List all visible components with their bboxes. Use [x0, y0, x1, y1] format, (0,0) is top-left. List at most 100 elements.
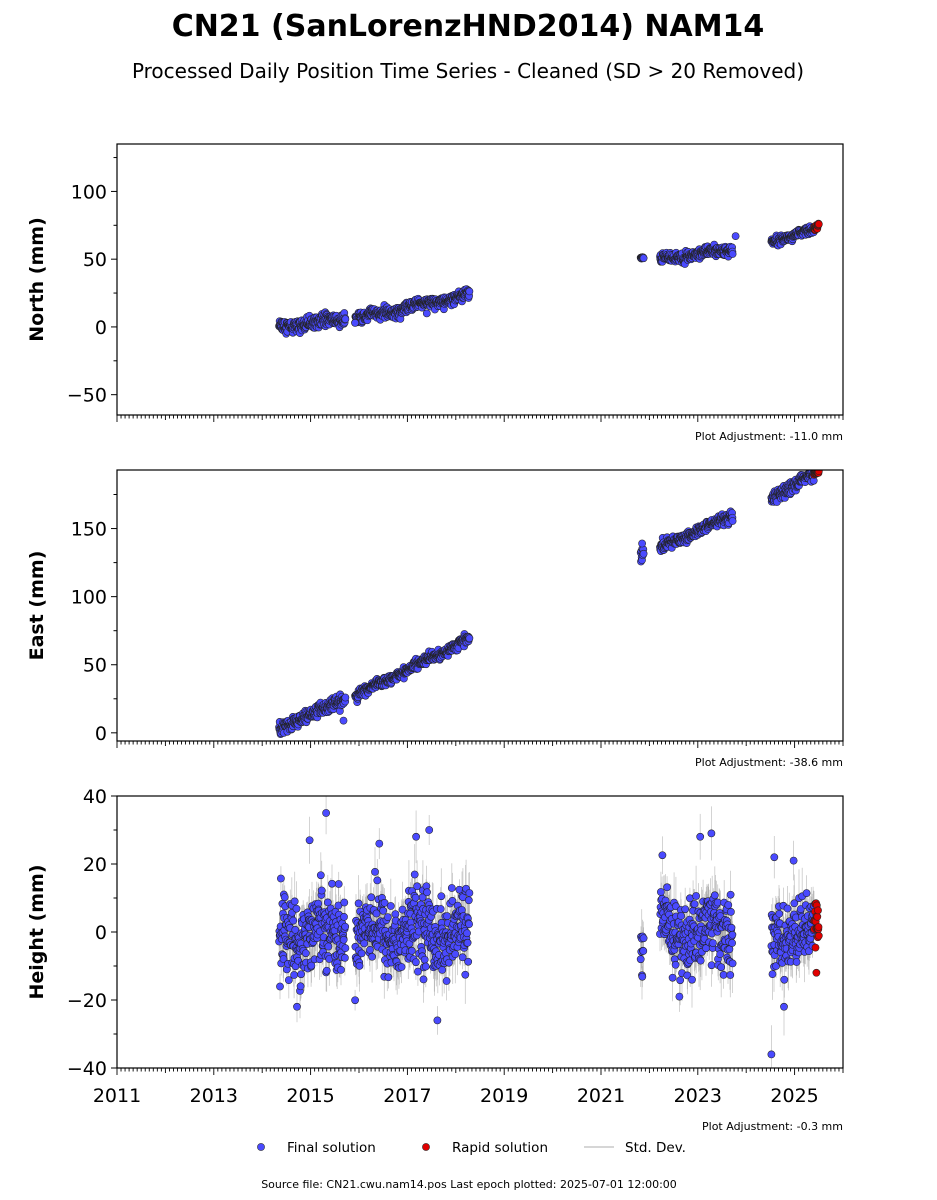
rapid-point: [811, 943, 820, 952]
final-point: [802, 889, 811, 897]
final-point: [447, 884, 456, 892]
final-point: [323, 898, 332, 907]
final-point: [719, 971, 728, 979]
final-point: [391, 910, 400, 918]
final-point: [414, 967, 422, 976]
panels: −50 0 50 100 North (mm) Plot Adjustment: -11.…: [26, 143, 844, 1133]
final-point: [463, 938, 472, 947]
final-point: [438, 966, 447, 974]
final-point: [368, 952, 376, 961]
final-point: [341, 315, 350, 323]
final-point: [707, 961, 716, 970]
y-tick-label: 0: [95, 317, 107, 339]
final-point: [421, 962, 430, 971]
final-point: [639, 947, 648, 955]
final-point: [373, 876, 382, 885]
final-point: [780, 1002, 788, 1011]
final-point: [671, 960, 680, 969]
final-point: [727, 908, 735, 916]
final-point: [451, 950, 460, 958]
final-point: [461, 970, 470, 979]
final-point: [770, 853, 779, 862]
final-point: [783, 904, 792, 913]
final-point: [339, 935, 348, 944]
final-point: [768, 970, 777, 978]
final-point: [677, 912, 685, 920]
y-tick-label: 0: [95, 922, 107, 944]
rapid-point: [813, 912, 822, 921]
panel-2: 0 50 100 150 East (mm) Plot Adjustment: -38.6…: [26, 469, 844, 769]
final-point: [423, 888, 431, 897]
final-point: [465, 634, 474, 643]
final-point: [367, 893, 376, 902]
final-point: [638, 972, 647, 981]
final-point: [357, 949, 366, 958]
final-point: [412, 832, 420, 841]
final-point: [709, 939, 717, 947]
final-point: [340, 898, 349, 907]
y-tick-label: 100: [71, 181, 107, 203]
final-point: [696, 832, 705, 841]
final-point: [663, 883, 671, 892]
final-point: [322, 966, 331, 975]
final-point: [341, 954, 349, 962]
final-point: [340, 913, 348, 921]
final-point: [290, 971, 298, 979]
plot-area: [275, 796, 823, 1068]
points-layer: [275, 809, 823, 1059]
final-point: [767, 1050, 776, 1059]
plot-adjustment-label: Plot Adjustment: -38.6 mm: [695, 756, 843, 769]
final-point: [710, 891, 719, 900]
final-point: [386, 902, 395, 910]
y-tick-label: 40: [83, 786, 107, 808]
final-point: [668, 973, 677, 982]
final-point: [380, 899, 389, 907]
y-tick-label: −50: [67, 385, 107, 407]
final-point: [657, 888, 665, 896]
final-point: [639, 934, 648, 943]
final-point: [422, 309, 431, 318]
final-point: [411, 893, 420, 902]
final-point: [341, 944, 350, 952]
final-point: [463, 929, 471, 938]
points-layer: [275, 219, 823, 338]
final-point: [724, 901, 733, 909]
final-point: [384, 973, 393, 982]
final-point: [383, 913, 392, 921]
final-point: [316, 871, 325, 880]
final-point: [465, 889, 474, 897]
final-point: [465, 287, 474, 296]
final-point: [412, 958, 420, 967]
final-point: [775, 909, 784, 918]
final-point: [289, 916, 298, 925]
final-point: [726, 971, 735, 979]
y-axis-label: North (mm): [26, 217, 48, 342]
final-point: [792, 958, 801, 966]
y-tick-label: 100: [71, 587, 107, 609]
final-point: [290, 897, 299, 906]
final-point: [307, 961, 316, 970]
final-point: [692, 892, 700, 900]
final-point: [464, 957, 473, 966]
final-point: [328, 879, 336, 888]
final-point: [713, 898, 722, 907]
final-point: [728, 517, 737, 525]
final-point: [458, 953, 467, 962]
final-point: [445, 958, 453, 967]
final-point: [297, 970, 305, 979]
final-point: [726, 890, 735, 899]
rapid-point: [814, 906, 822, 915]
final-point: [442, 977, 451, 985]
final-point: [727, 923, 736, 932]
final-point: [728, 250, 737, 258]
final-point: [324, 942, 333, 951]
rapid-point: [814, 470, 823, 475]
y-tick-label: 50: [83, 655, 107, 677]
final-point: [379, 906, 388, 915]
final-point: [420, 955, 429, 964]
y-tick-label: −40: [67, 1058, 107, 1080]
y-tick-label: 150: [71, 519, 107, 541]
figure-title: CN21 (SanLorenzHND2014) NAM14: [172, 9, 765, 44]
final-point: [398, 905, 407, 914]
